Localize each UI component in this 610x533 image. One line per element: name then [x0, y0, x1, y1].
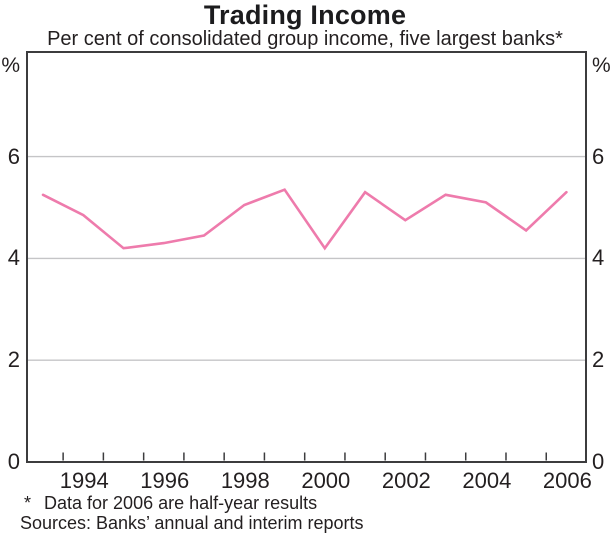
plot-svg [26, 51, 587, 463]
x-axis-label-2002: 2002 [381, 468, 431, 493]
x-axis-label-2006: 2006 [542, 468, 592, 493]
sources-note: Sources: Banks’ annual and interim repor… [20, 513, 364, 533]
x-axis-label-2004: 2004 [462, 468, 512, 493]
y-axis-unit-right: % [592, 54, 610, 77]
y-axis-label-left-0: 0 [7, 449, 20, 474]
y-axis-label-right-2: 2 [592, 347, 605, 373]
chart-title: Trading Income [203, 0, 407, 30]
plot-frame [26, 51, 587, 463]
footnote: * Data for 2006 are half-year results [24, 493, 317, 513]
footnote-marker: * [24, 493, 32, 513]
plot-area [26, 51, 587, 463]
x-axis-label-1996: 1996 [140, 468, 190, 493]
chart-subtitle: Per cent of consolidated group income, f… [47, 28, 563, 50]
y-axis-label-left-6: 6 [7, 143, 20, 169]
y-axis-unit-left: % [1, 54, 20, 77]
x-axis-label-1998: 1998 [220, 468, 270, 493]
y-axis-label-right-0: 0 [592, 449, 605, 474]
x-axis-label-2000: 2000 [301, 468, 351, 493]
trading-income-line [41, 188, 568, 251]
y-axis-label-left-2: 2 [7, 347, 20, 373]
y-axis-label-right-4: 4 [592, 245, 605, 271]
y-axis-label-left-4: 4 [7, 245, 20, 271]
y-axis-label-right-6: 6 [592, 143, 605, 169]
x-axis-label-1994: 1994 [59, 468, 109, 493]
footnote-text: Data for 2006 are half-year results [44, 493, 318, 513]
